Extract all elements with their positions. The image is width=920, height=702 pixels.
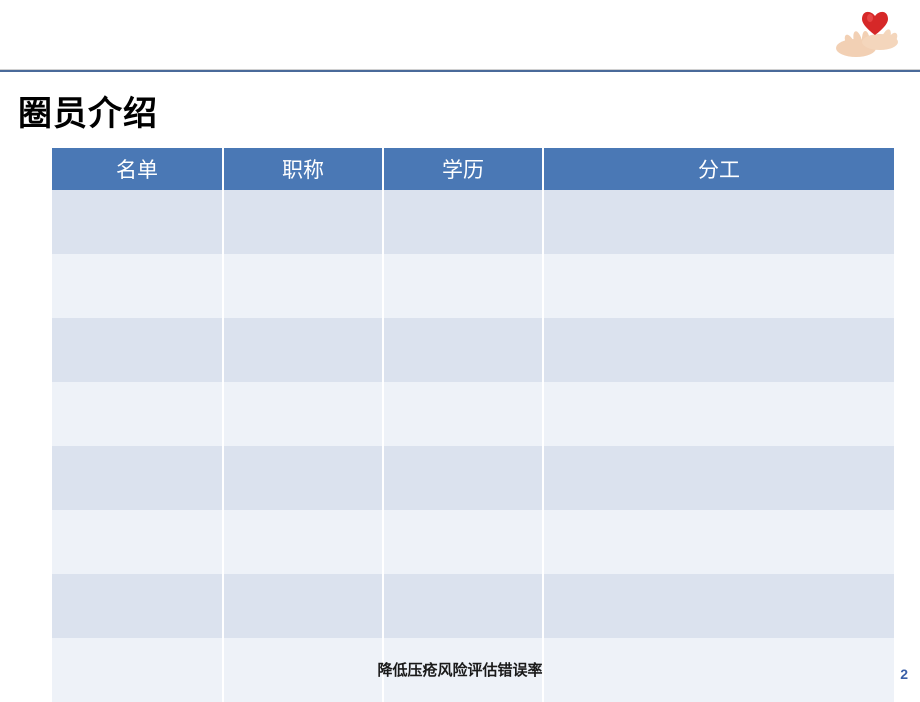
table-row (52, 510, 894, 574)
table-row (52, 190, 894, 254)
col-header-role: 分工 (544, 148, 894, 190)
col-header-name: 名单 (52, 148, 222, 190)
table-row (52, 574, 894, 638)
footer-caption: 降低压疮风险评估错误率 (377, 659, 542, 680)
page-title: 圈员介绍 (18, 86, 158, 135)
page-number: 2 (900, 666, 908, 682)
col-header-edu: 学历 (384, 148, 542, 190)
hands-heart-icon (830, 8, 902, 66)
col-header-title: 职称 (224, 148, 382, 190)
table-row (52, 446, 894, 510)
table-header-row: 名单 职称 学历 分工 (52, 148, 894, 190)
table-row (52, 254, 894, 318)
table-row (52, 318, 894, 382)
header-divider (0, 70, 920, 72)
table-row (52, 382, 894, 446)
members-table: 名单 职称 学历 分工 (50, 148, 892, 702)
